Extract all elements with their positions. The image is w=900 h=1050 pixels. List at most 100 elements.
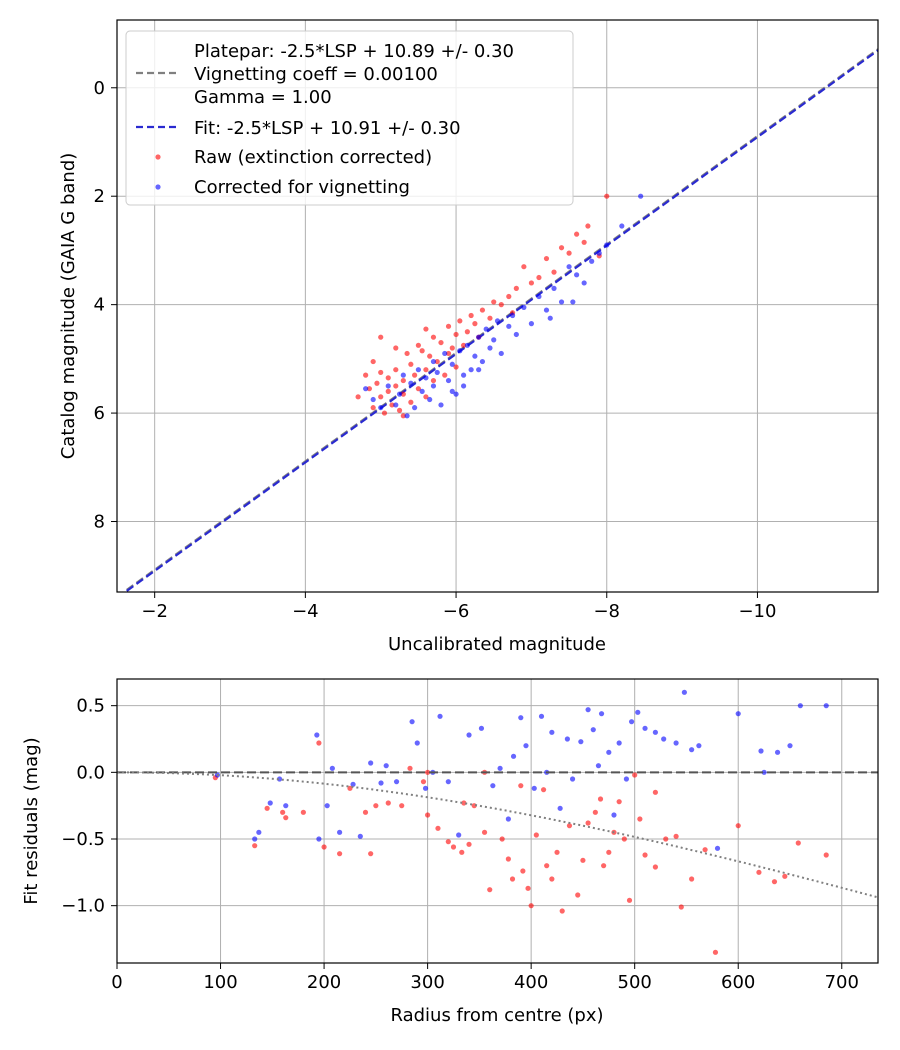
top-axes-frame <box>116 19 879 593</box>
raw-residual-point <box>549 876 555 882</box>
corrected-residual-point <box>256 829 262 835</box>
corrected-point <box>551 285 557 291</box>
corrected-residual-point <box>549 729 555 735</box>
bottom-y-tick-label: −0.5 <box>61 829 105 850</box>
raw-residual-point <box>585 820 591 826</box>
corrected-point <box>619 223 625 229</box>
corrected-point <box>494 318 501 324</box>
raw-point <box>408 361 414 367</box>
raw-residual-point <box>621 836 627 842</box>
raw-point <box>393 345 399 351</box>
corrected-point <box>476 367 482 373</box>
corrected-residual-point <box>490 783 496 789</box>
raw-residual-point <box>575 892 581 898</box>
raw-point <box>404 350 410 357</box>
corrected-point <box>566 264 572 270</box>
raw-residual-point <box>347 785 353 791</box>
corrected-residual-point <box>505 816 511 822</box>
corrected-point <box>363 386 369 392</box>
raw-residual-point <box>300 809 306 815</box>
raw-point <box>604 193 610 199</box>
raw-residual-point <box>663 836 669 842</box>
top-y-tick-label: 4 <box>94 295 105 316</box>
raw-residual-point <box>592 809 598 815</box>
raw-point <box>581 239 587 245</box>
corrected-residual-point <box>337 829 343 835</box>
raw-residual-point <box>385 800 391 806</box>
corrected-residual-point <box>324 803 330 809</box>
corrected-point <box>491 337 497 343</box>
corrected-residual-point <box>642 725 648 731</box>
raw-point <box>374 380 380 386</box>
corrected-point <box>453 391 459 397</box>
raw-residual-point <box>283 815 289 821</box>
corrected-point <box>415 367 421 373</box>
corrected-residual-point <box>823 703 829 709</box>
raw-residual-point <box>505 856 511 862</box>
raw-point <box>521 264 527 270</box>
corrected-residual-point <box>456 832 462 838</box>
bottom-x-tick-label: 100 <box>203 972 237 993</box>
corrected-residual-point <box>635 709 641 715</box>
corrected-point <box>430 358 437 365</box>
corrected-residual-point <box>314 732 320 738</box>
legend-platepar-label-3: Gamma = 1.00 <box>194 87 332 108</box>
raw-point <box>427 353 433 359</box>
raw-point <box>453 364 459 370</box>
raw-point <box>370 405 376 411</box>
raw-point <box>393 367 399 373</box>
corrected-point <box>521 304 527 310</box>
top-x-tick-label: −8 <box>593 601 620 622</box>
corrected-residual-point <box>564 736 570 742</box>
corrected-point <box>385 383 391 389</box>
corrected-point <box>393 402 399 408</box>
corrected-residual-point <box>595 763 602 769</box>
corrected-point <box>370 396 376 403</box>
corrected-residual-point <box>611 812 617 818</box>
raw-point <box>438 339 444 346</box>
corrected-point <box>400 372 406 378</box>
raw-point <box>491 299 497 305</box>
raw-residual-point <box>399 803 405 809</box>
corrected-point <box>558 299 565 305</box>
corrected-residual-point <box>628 719 635 725</box>
bottom-x-tick-label: 400 <box>514 972 548 993</box>
corrected-point <box>449 361 455 367</box>
corrected-point <box>460 372 467 378</box>
corrected-point <box>442 350 448 357</box>
bottom-y-tick-label: 0.0 <box>76 762 105 783</box>
raw-residual-point <box>632 772 638 778</box>
corrected-residual-point <box>569 776 576 782</box>
raw-residual-point <box>481 829 488 835</box>
raw-point <box>393 383 399 389</box>
bottom-x-tick-label: 300 <box>410 972 444 993</box>
raw-point <box>378 334 384 340</box>
corrected-residual-point <box>761 769 767 775</box>
raw-point <box>400 413 406 419</box>
corrected-point <box>378 405 384 411</box>
raw-residual-point <box>420 779 427 785</box>
bottom-x-tick-label: 200 <box>307 972 341 993</box>
corrected-point <box>574 272 580 278</box>
corrected-point <box>460 383 467 389</box>
raw-residual-point <box>712 949 719 955</box>
raw-residual-point <box>673 833 679 839</box>
raw-residual-point <box>642 852 648 858</box>
legend: Platepar: -2.5*LSP + 10.89 +/- 0.30 Vign… <box>125 30 574 206</box>
corrected-residual-point <box>350 781 356 787</box>
corrected-point <box>506 323 512 329</box>
bottom-plot-area <box>117 689 878 955</box>
corrected-residual-point <box>696 743 702 749</box>
raw-residual-point <box>321 844 327 850</box>
corrected-residual-point <box>393 779 400 785</box>
raw-residual-point <box>616 799 622 805</box>
raw-residual-point <box>626 897 633 903</box>
bottom-y-axis-label: Fit residuals (mag) <box>21 737 42 904</box>
legend-fit-label: Fit: -2.5*LSP + 10.91 +/- 0.30 <box>194 118 461 139</box>
raw-point <box>430 334 437 340</box>
raw-point <box>487 315 493 321</box>
corrected-point <box>479 358 486 365</box>
raw-residual-point <box>337 851 343 857</box>
corrected-residual-point <box>606 749 612 755</box>
